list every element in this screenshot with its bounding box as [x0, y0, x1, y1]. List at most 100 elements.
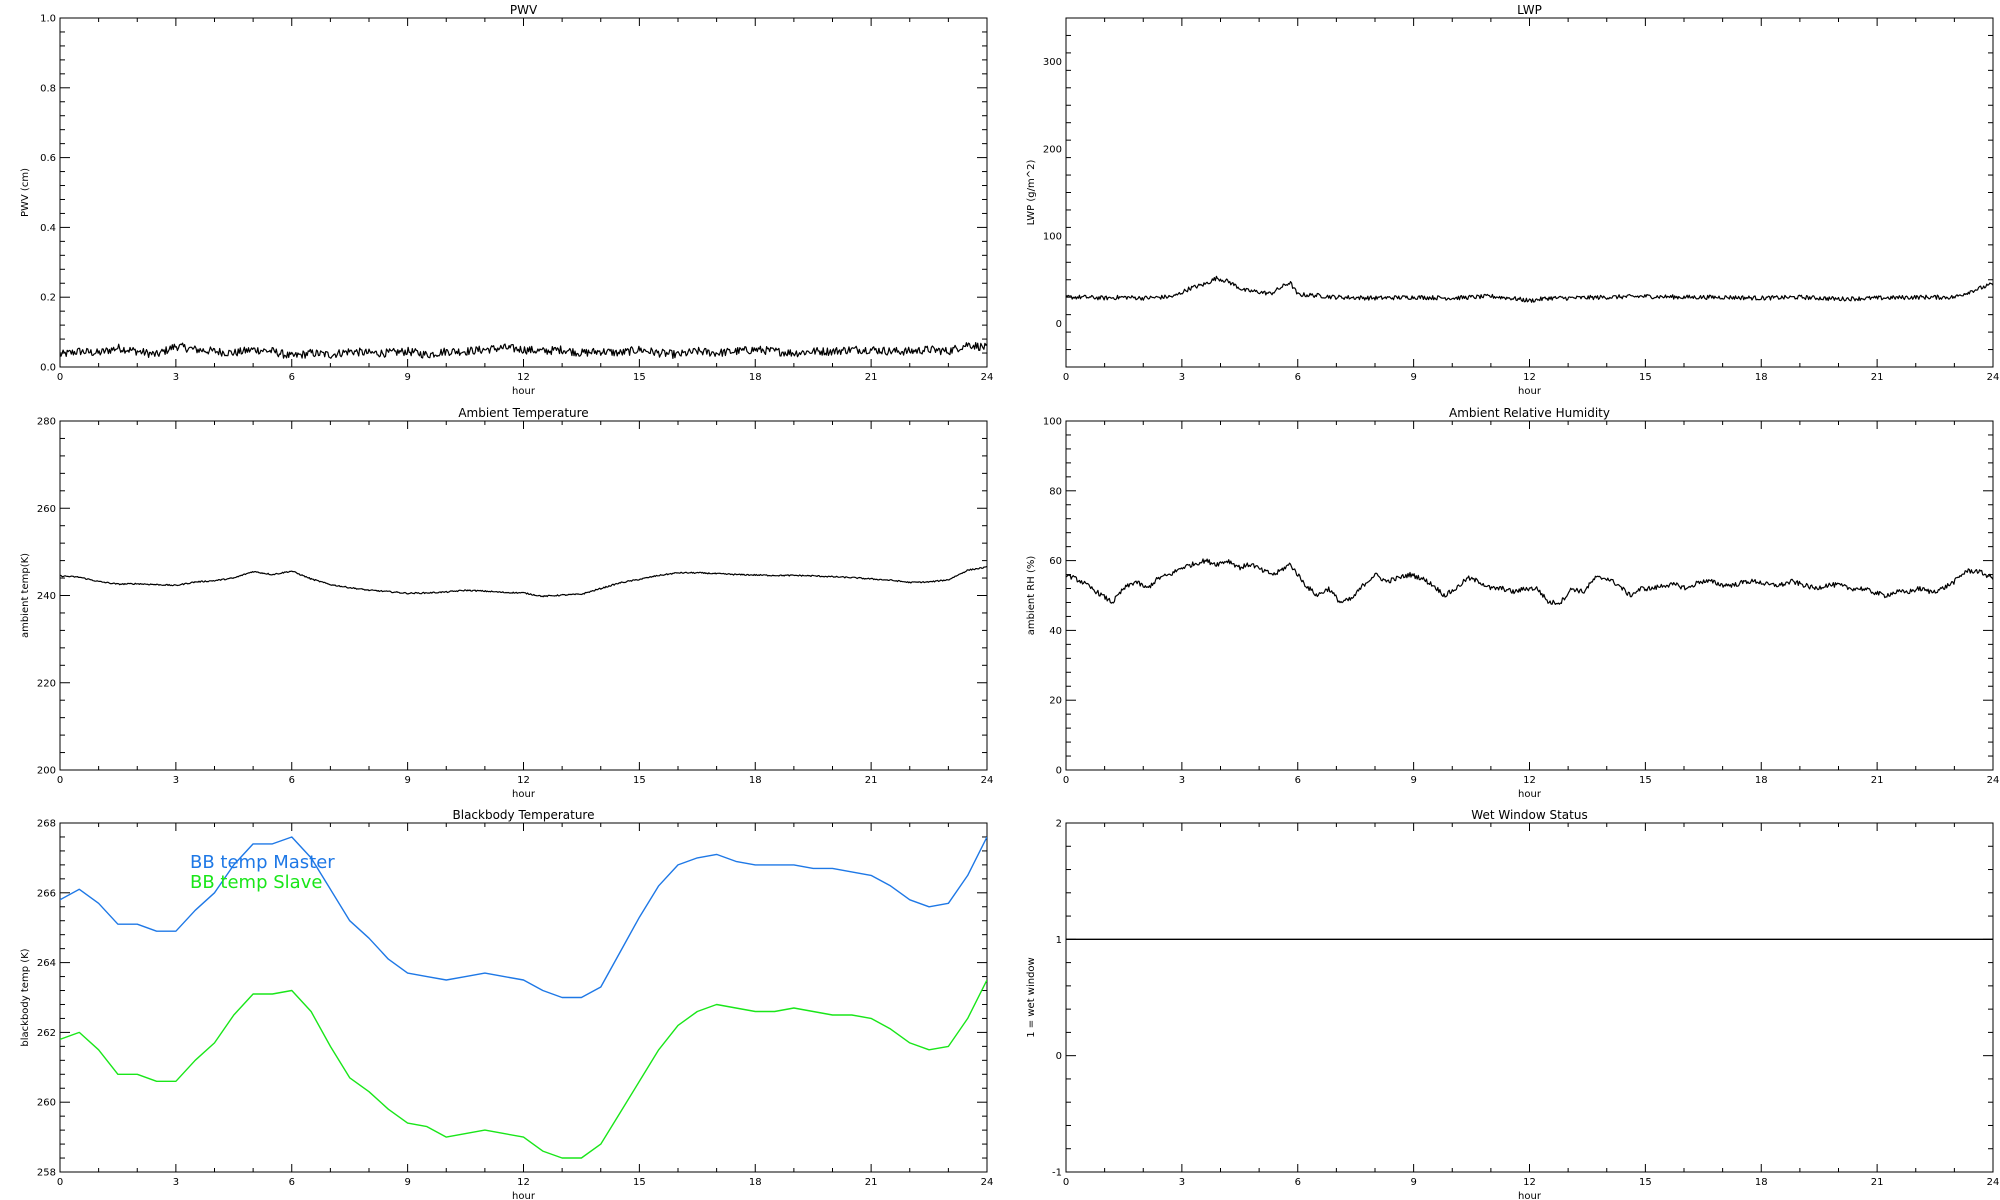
y-tick-label: 260 [37, 504, 56, 515]
x-tick-label: 9 [1410, 775, 1416, 786]
x-tick-label: 12 [517, 1177, 530, 1188]
x-tick-label: 15 [633, 1177, 646, 1188]
y-tick-label: 280 [37, 417, 56, 428]
x-tick-label: 18 [1755, 372, 1768, 383]
chart-title: Ambient Temperature [458, 406, 588, 420]
x-tick-label: 12 [517, 372, 530, 383]
x-tick-label: 3 [173, 372, 179, 383]
x-tick-label: 15 [633, 775, 646, 786]
x-tick-label: 21 [865, 1177, 878, 1188]
y-tick-label: 0.2 [40, 293, 56, 304]
chart-panel-3: Ambient Temperature hour ambient temp(K) 0 3… [20, 406, 993, 800]
x-axis-label: hour [1518, 386, 1542, 397]
y-tick-label: 80 [1049, 486, 1062, 497]
x-tick-label: 21 [865, 775, 878, 786]
legend-entry: BB temp Master [190, 852, 335, 873]
y-tick-label: 0 [1056, 319, 1062, 330]
series-line-1 [60, 836, 987, 999]
x-tick-label: 21 [1871, 1177, 1884, 1188]
x-tick-label: 0 [1063, 372, 1069, 383]
series-line-1 [1066, 558, 1993, 605]
x-tick-label: 0 [57, 372, 63, 383]
x-tick-label: 24 [981, 372, 994, 383]
chart-panel-4: Ambient Relative Humidity hour ambient RH … [1026, 406, 1999, 800]
chart-title: LWP [1517, 3, 1542, 17]
y-tick-label: 100 [1043, 417, 1062, 428]
y-tick-label: 0 [1056, 766, 1062, 777]
y-axis-label: PWV (cm) [20, 168, 31, 217]
x-tick-label: 24 [981, 775, 994, 786]
x-tick-label: 3 [1179, 775, 1185, 786]
y-tick-label: 300 [1043, 57, 1062, 68]
x-tick-label: 6 [1295, 372, 1301, 383]
x-tick-label: 3 [173, 775, 179, 786]
y-axis-label: LWP (g/m^2) [1026, 160, 1037, 226]
x-tick-label: 18 [1755, 1177, 1768, 1188]
x-tick-label: 9 [404, 1177, 410, 1188]
x-tick-label: 6 [1295, 775, 1301, 786]
x-tick-label: 15 [1639, 372, 1652, 383]
x-tick-label: 18 [749, 1177, 762, 1188]
y-tick-label: 0.6 [40, 153, 56, 164]
y-tick-label: 220 [37, 678, 56, 689]
chart-panel-2: LWP hour LWP (g/m^2) 0 3 6 9 12 15 18 21 24 0 100 200 3… [1026, 3, 1999, 397]
x-tick-label: 3 [1179, 1177, 1185, 1188]
y-tick-label: 0.0 [40, 363, 56, 374]
x-tick-label: 21 [1871, 775, 1884, 786]
y-tick-label: 268 [37, 819, 56, 830]
y-axis-label: ambient temp(K) [20, 553, 31, 638]
plot-frame [1065, 17, 1994, 368]
y-axis-label: blackbody temp (K) [20, 948, 31, 1046]
plot-frame [1065, 420, 1994, 771]
x-tick-label: 3 [173, 1177, 179, 1188]
x-axis-label: hour [1518, 1191, 1542, 1200]
x-tick-label: 24 [1987, 775, 2000, 786]
y-tick-label: 40 [1049, 626, 1062, 637]
x-tick-label: 9 [1410, 372, 1416, 383]
x-tick-label: 6 [289, 372, 295, 383]
x-tick-label: 15 [633, 372, 646, 383]
x-tick-label: 6 [289, 775, 295, 786]
x-axis-label: hour [512, 789, 536, 800]
x-tick-label: 24 [981, 1177, 994, 1188]
series-line-2 [60, 979, 987, 1159]
y-tick-label: 20 [1049, 696, 1062, 707]
x-axis-label: hour [512, 1191, 536, 1200]
x-tick-label: 12 [517, 775, 530, 786]
x-tick-label: 12 [1523, 1177, 1536, 1188]
x-tick-label: 21 [1871, 372, 1884, 383]
x-tick-label: 0 [57, 775, 63, 786]
y-tick-label: 260 [37, 1098, 56, 1109]
x-tick-label: 0 [1063, 775, 1069, 786]
y-tick-label: 0 [1056, 1051, 1062, 1062]
x-tick-label: 6 [1295, 1177, 1301, 1188]
y-axis-label: ambient RH (%) [1026, 556, 1037, 636]
y-tick-label: 1.0 [40, 14, 56, 25]
y-tick-label: 200 [1043, 144, 1062, 155]
series-line-1 [60, 342, 987, 359]
chart-title: Ambient Relative Humidity [1449, 406, 1610, 420]
series-line-1 [60, 565, 987, 598]
x-tick-label: 9 [404, 775, 410, 786]
y-tick-label: 0.4 [40, 223, 56, 234]
plot-frame [59, 420, 988, 771]
series-line-1 [1066, 275, 1993, 303]
x-tick-label: 9 [404, 372, 410, 383]
y-tick-label: 60 [1049, 556, 1062, 567]
plot-frame [1065, 822, 1994, 1173]
chart-panel-1: PWV hour PWV (cm) 0 3 6 9 12 15 18 21 24 0.0 0.2 0.4 0.… [20, 3, 993, 397]
chart-title: Wet Window Status [1471, 808, 1587, 822]
y-tick-label: 258 [37, 1168, 56, 1179]
x-tick-label: 15 [1639, 1177, 1652, 1188]
x-tick-label: 18 [1755, 775, 1768, 786]
x-tick-label: 24 [1987, 372, 2000, 383]
y-tick-label: 2 [1056, 819, 1062, 830]
y-tick-label: 1 [1056, 935, 1062, 946]
x-tick-label: 18 [749, 775, 762, 786]
chart-title: PWV [510, 3, 538, 17]
x-tick-label: 12 [1523, 775, 1536, 786]
x-tick-label: 24 [1987, 1177, 2000, 1188]
chart-title: Blackbody Temperature [453, 808, 595, 822]
y-tick-label: 264 [37, 958, 56, 969]
y-axis-label: 1 = wet window [1026, 957, 1037, 1037]
